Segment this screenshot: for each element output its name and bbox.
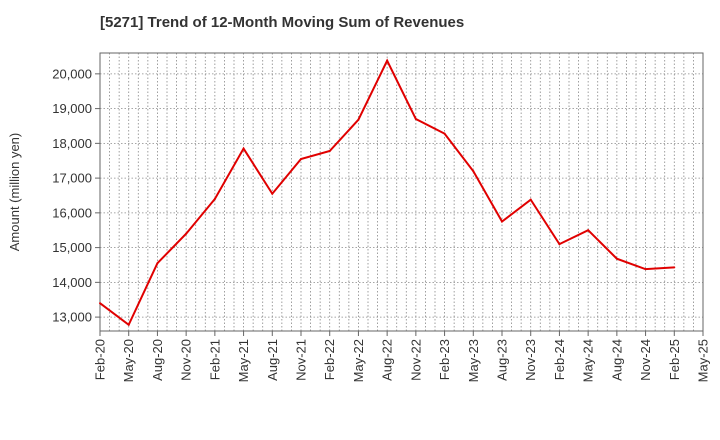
y-tick-label: 14,000	[52, 275, 92, 290]
data-point	[328, 149, 331, 152]
y-axis-title: Amount (million yen)	[7, 133, 22, 252]
x-tick-label: Feb-20	[93, 339, 108, 380]
x-tick-label: Nov-20	[179, 339, 194, 381]
grid-lines	[100, 53, 703, 331]
x-tick-label: Feb-24	[552, 339, 567, 380]
y-tick-label: 15,000	[52, 240, 92, 255]
data-point	[185, 232, 188, 235]
data-point	[127, 323, 130, 326]
data-point	[501, 220, 503, 223]
data-point	[414, 118, 417, 121]
x-tick-label: Aug-23	[495, 339, 510, 381]
x-tick-label: Feb-23	[437, 339, 452, 380]
data-point	[587, 229, 590, 232]
data-point	[300, 157, 302, 160]
x-axis-ticks: Feb-20 May-20 Aug-20 Nov-20 Feb-21 May-21 Aug-…	[93, 331, 711, 382]
x-tick-label: Nov-21	[294, 339, 309, 381]
data-point	[99, 302, 101, 305]
x-tick-label: Nov-23	[523, 339, 538, 381]
chart-title: [5271] Trend of 12-Month Moving Sum of R…	[100, 14, 465, 31]
data-point	[156, 262, 159, 265]
x-tick-label: May-23	[466, 339, 481, 382]
data-point	[271, 192, 274, 195]
y-tick-label: 18,000	[52, 136, 92, 151]
data-point	[615, 257, 618, 260]
data-point	[213, 197, 216, 200]
x-tick-label: Feb-25	[667, 339, 682, 380]
x-tick-label: May-24	[581, 339, 596, 382]
data-point	[357, 118, 360, 121]
data-point	[673, 266, 676, 269]
x-tick-label: Aug-21	[265, 339, 280, 381]
x-tick-label: Nov-24	[638, 339, 653, 381]
y-axis-ticks: 13,000 14,000 15,000 16,000 17,000 18,000 19,0…	[52, 66, 100, 325]
x-tick-label: Nov-22	[408, 339, 423, 381]
y-tick-label: 16,000	[52, 205, 92, 220]
y-tick-label: 13,000	[52, 310, 92, 325]
x-tick-label: May-20	[121, 339, 136, 382]
data-point	[443, 132, 446, 135]
x-tick-label: Aug-24	[609, 339, 624, 381]
x-tick-label: Aug-22	[380, 339, 395, 381]
data-point	[529, 198, 532, 201]
x-tick-label: Feb-22	[322, 339, 337, 380]
series-layer	[99, 58, 676, 327]
data-point	[242, 147, 245, 150]
x-tick-label: Aug-20	[150, 339, 165, 381]
x-tick-label: May-22	[351, 339, 366, 382]
data-point	[386, 59, 389, 62]
plot-area-frame	[99, 52, 704, 332]
data-point	[472, 170, 475, 173]
x-tick-label: May-25	[696, 339, 711, 382]
x-tick-label: May-21	[236, 339, 251, 382]
y-tick-label: 19,000	[52, 101, 92, 116]
data-point	[644, 268, 647, 271]
y-tick-label: 20,000	[52, 66, 92, 81]
y-tick-label: 17,000	[52, 171, 92, 186]
data-point	[558, 243, 561, 246]
x-tick-label: Feb-21	[207, 339, 222, 380]
